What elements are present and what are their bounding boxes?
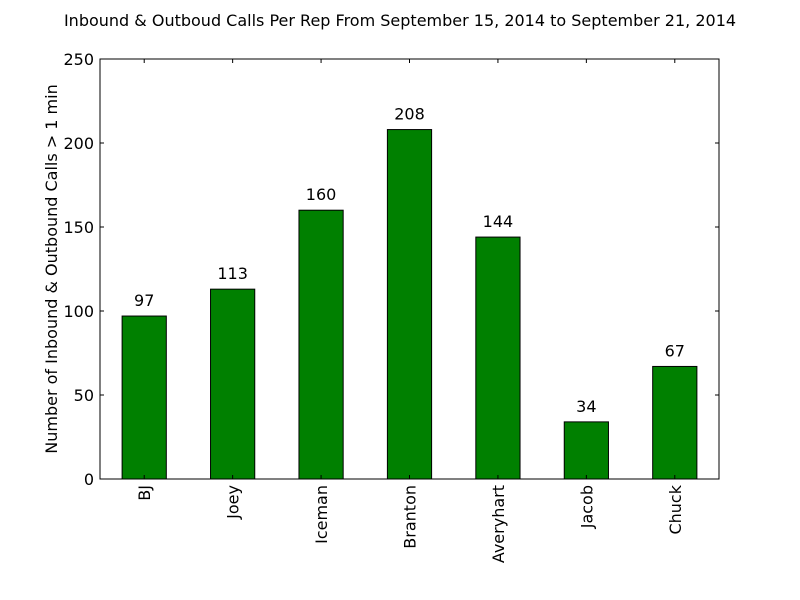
- bar-chuck: [652, 365, 698, 480]
- bar-jacob: [563, 421, 609, 480]
- x-tick-label-chuck: Chuck: [666, 484, 685, 534]
- y-tick-label: 150: [63, 218, 94, 237]
- bar-bj: [121, 315, 167, 480]
- data-labels-group: 97 113 160 208 144 34 67: [134, 105, 685, 416]
- data-label-joey: 113: [217, 264, 248, 283]
- x-tick-label-averyhart: Averyhart: [489, 485, 508, 563]
- data-label-branton: 208: [394, 105, 425, 124]
- bar-iceman: [298, 209, 344, 480]
- data-label-jacob: 34: [576, 397, 596, 416]
- chart-title: Inbound & Outboud Calls Per Rep From Sep…: [64, 11, 736, 30]
- bar-branton: [386, 129, 433, 480]
- y-axis-label: Number of Inbound & Outbound Calls > 1 m…: [42, 84, 61, 453]
- x-tick-label-jacob: Jacob: [577, 485, 596, 529]
- y-tick-label: 50: [74, 386, 94, 405]
- y-tick-label: 100: [63, 302, 94, 321]
- y-tick-label: 250: [63, 50, 94, 69]
- y-tick-label: 200: [63, 134, 94, 153]
- data-label-chuck: 67: [665, 341, 685, 360]
- x-tick-label-iceman: Iceman: [312, 485, 331, 544]
- y-axis-ticks: 0 50 100 150 200 250: [63, 50, 719, 489]
- data-label-iceman: 160: [306, 185, 337, 204]
- plot-frame: [99, 58, 720, 480]
- x-axis-ticks: BJ Joey Iceman Branton Averyhart Jacob Chuck: [135, 59, 685, 563]
- x-tick-label-joey: Joey: [224, 485, 243, 520]
- y-tick-label: 0: [84, 470, 94, 489]
- data-label-bj: 97: [134, 291, 154, 310]
- x-tick-label-bj: BJ: [135, 485, 154, 501]
- bars-group: [121, 129, 698, 480]
- data-label-averyhart: 144: [483, 212, 514, 231]
- bar-joey: [210, 288, 256, 480]
- x-tick-label-branton: Branton: [401, 485, 420, 549]
- bar-averyhart: [475, 236, 521, 480]
